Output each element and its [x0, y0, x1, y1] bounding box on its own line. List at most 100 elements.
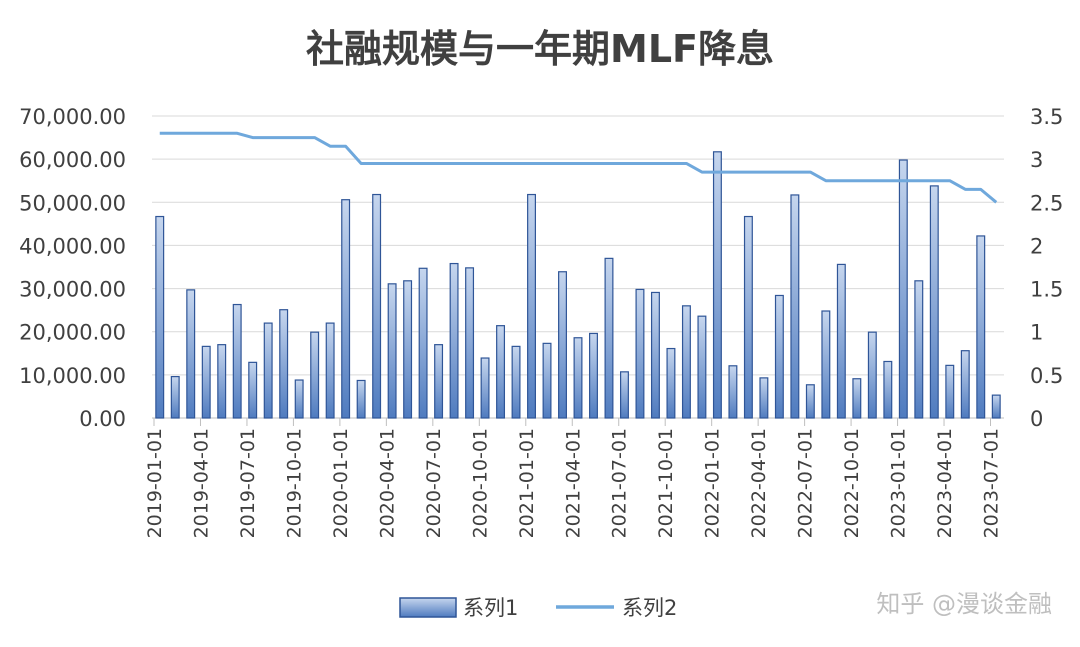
bar [465, 267, 475, 419]
bar [945, 364, 955, 419]
y-right-tick-label: 1.5 [1030, 278, 1063, 302]
y-left-tick-label: 70,000.00 [19, 105, 126, 129]
bar [279, 309, 289, 419]
bar [201, 345, 211, 419]
bar [697, 315, 707, 419]
legend-swatch-series-1 [399, 597, 457, 618]
legend-label-series-1: 系列1 [463, 596, 518, 620]
bar [929, 185, 939, 419]
bar [867, 331, 877, 419]
bar [774, 294, 784, 419]
x-tick-label: 2021-07-01 [609, 428, 631, 538]
y-right-tick-label: 2.5 [1030, 191, 1063, 215]
left-y-axis: 0.00 10,000.00 20,000.00 30,000.00 40,000.00… [19, 105, 126, 431]
x-tick-label: 2023-07-01 [981, 428, 1003, 538]
x-tick-label: 2022-04-01 [748, 428, 770, 538]
x-tick-label: 2022-07-01 [795, 428, 817, 538]
bar [743, 215, 753, 419]
bar [805, 384, 815, 419]
x-tick-label: 2022-10-01 [841, 428, 863, 538]
bar [449, 262, 459, 419]
x-tick-label: 2021-10-01 [655, 428, 677, 538]
bar [496, 325, 506, 419]
bar [217, 344, 227, 419]
x-tick-label: 2020-04-01 [376, 428, 398, 538]
bar [341, 199, 351, 419]
bar [232, 303, 242, 419]
bar [418, 267, 428, 419]
x-axis: 2019-01-01 2019-04-01 2019-07-01 2019-10-01… [144, 418, 1003, 538]
bar [836, 263, 846, 419]
y-right-tick-label: 0.5 [1030, 364, 1063, 388]
gridlines [152, 115, 1004, 419]
legend: 系列1 系列2 [399, 596, 677, 620]
x-tick-label: 2021-04-01 [562, 428, 584, 538]
y-left-tick-label: 50,000.00 [19, 191, 126, 215]
bar [666, 347, 676, 419]
bar [403, 280, 413, 419]
x-tick-label: 2020-07-01 [423, 428, 445, 538]
x-tick-label: 2023-04-01 [934, 428, 956, 538]
bar [186, 289, 196, 419]
watermark: 知乎 @漫谈金融 [876, 590, 1052, 618]
y-left-tick-label: 60,000.00 [19, 148, 126, 172]
bar [728, 365, 738, 419]
bar [310, 331, 320, 419]
bar [248, 361, 258, 419]
chart-title: 社融规模与一年期MLF降息 [306, 27, 774, 71]
y-right-tick-label: 1 [1030, 321, 1043, 345]
bar [155, 215, 165, 419]
y-right-tick-label: 0 [1030, 407, 1043, 431]
bar [263, 322, 273, 419]
y-left-tick-label: 10,000.00 [19, 364, 126, 388]
bar [356, 379, 366, 419]
bar [589, 332, 598, 419]
bar [914, 280, 924, 419]
bar [573, 337, 583, 419]
bar [527, 193, 537, 419]
bar [898, 159, 908, 419]
bar [976, 235, 986, 419]
y-right-tick-label: 3.5 [1030, 105, 1063, 129]
bar [387, 283, 397, 419]
y-left-tick-label: 30,000.00 [19, 278, 126, 302]
bar [511, 345, 521, 419]
x-tick-label: 2019-01-01 [144, 428, 166, 538]
bar [542, 342, 552, 419]
y-left-tick-label: 20,000.00 [19, 321, 126, 345]
bar [960, 350, 970, 419]
y-right-tick-label: 3 [1030, 148, 1043, 172]
right-y-axis: 0 0.5 1 1.5 2 2.5 3 3.5 [1030, 105, 1063, 431]
bar [852, 378, 862, 419]
bar [790, 194, 800, 419]
bar [619, 371, 629, 419]
bar [604, 257, 614, 419]
line-series [159, 131, 998, 204]
bar [883, 360, 893, 419]
bar-series [155, 151, 1001, 419]
bar [170, 375, 180, 419]
bar [991, 394, 1001, 419]
bar [558, 271, 567, 419]
bar [650, 291, 660, 419]
bar [480, 357, 490, 419]
series-2-line [159, 131, 998, 204]
x-tick-label: 2020-10-01 [469, 428, 491, 538]
bar [712, 151, 722, 419]
bar [294, 379, 304, 419]
x-tick-label: 2019-07-01 [237, 428, 259, 538]
bar [821, 310, 831, 419]
bar [681, 305, 691, 419]
x-tick-label: 2022-01-01 [702, 428, 724, 538]
y-left-tick-label: 0.00 [79, 407, 126, 431]
x-tick-label: 2021-01-01 [516, 428, 538, 538]
x-tick-label: 2019-10-01 [283, 428, 305, 538]
x-tick-label: 2019-04-01 [190, 428, 212, 538]
x-tick-label: 2020-01-01 [330, 428, 352, 538]
bar [372, 193, 382, 419]
bar [635, 288, 645, 419]
y-right-tick-label: 2 [1030, 234, 1043, 258]
x-tick-label: 2023-01-01 [888, 428, 910, 538]
y-left-tick-label: 40,000.00 [19, 234, 126, 258]
